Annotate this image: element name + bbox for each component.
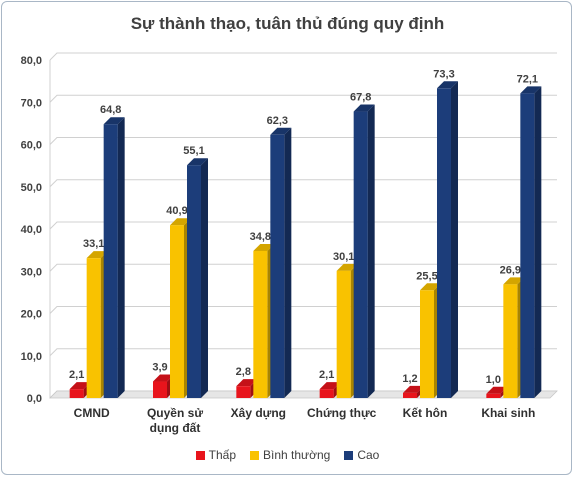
data-label: 72,1 xyxy=(517,73,538,85)
y-tick-label: 60,0 xyxy=(21,140,42,152)
data-label: 2,1 xyxy=(319,369,334,381)
bar xyxy=(86,258,101,398)
bar xyxy=(336,270,351,398)
bar-top xyxy=(187,158,208,166)
bar-side xyxy=(284,127,292,398)
data-label: 3,9 xyxy=(152,362,167,374)
bar-top xyxy=(153,374,174,382)
bar xyxy=(353,111,368,399)
gridline xyxy=(49,348,557,357)
y-tick-label: 80,0 xyxy=(21,55,42,67)
data-label: 55,1 xyxy=(183,145,204,157)
x-category-label: CMND xyxy=(74,406,110,420)
bar-top xyxy=(520,86,542,94)
data-label: 1,0 xyxy=(486,374,501,386)
bar-side xyxy=(201,158,208,398)
x-category-label: Quyền sử dụng đất xyxy=(147,406,203,435)
bar-top xyxy=(69,382,91,390)
gridline xyxy=(49,137,557,145)
bar xyxy=(520,93,535,398)
bar-side xyxy=(367,104,375,399)
bar xyxy=(486,393,501,398)
bar-top xyxy=(486,386,508,394)
gridline xyxy=(49,306,557,314)
bar xyxy=(187,165,201,398)
y-tick-label: 30,0 xyxy=(21,266,42,278)
gridline xyxy=(49,52,557,61)
x-category-label: Xây dựng xyxy=(231,406,286,420)
gridline xyxy=(49,179,557,188)
bar xyxy=(253,250,268,398)
bar xyxy=(319,389,334,398)
data-label: 2,1 xyxy=(69,369,84,381)
bar-top xyxy=(420,283,441,291)
y-tick-label: 20,0 xyxy=(21,309,42,321)
bar xyxy=(420,290,434,398)
bar-top xyxy=(503,277,525,285)
data-label: 40,9 xyxy=(166,205,187,217)
x-category-label: Kết hôn xyxy=(403,406,448,420)
bar-top xyxy=(437,81,458,89)
bar xyxy=(403,392,417,398)
legend-swatch-thap xyxy=(195,450,205,460)
data-label: 26,9 xyxy=(500,264,521,276)
bar-top xyxy=(170,218,191,226)
bar xyxy=(103,124,118,398)
data-label: 2,8 xyxy=(236,366,251,378)
bar-top xyxy=(86,251,108,259)
data-label: 34,8 xyxy=(250,231,271,243)
legend-item-binh-thuong: Bình thường xyxy=(250,448,330,462)
data-label: 30,1 xyxy=(333,251,354,263)
bar-side xyxy=(451,81,458,399)
legend-label-thap: Thấp xyxy=(208,448,237,462)
bar-side xyxy=(117,117,125,398)
bar-top xyxy=(253,243,275,251)
bar-top xyxy=(336,263,358,271)
legend-item-cao: Cao xyxy=(344,448,379,462)
bar-side xyxy=(534,86,542,398)
y-tick-label: 0,0 xyxy=(27,393,42,405)
legend-label-cao: Cao xyxy=(357,448,380,462)
bar-top xyxy=(353,104,375,112)
bar-top xyxy=(270,127,292,135)
bar xyxy=(236,386,251,398)
data-label: 64,8 xyxy=(100,104,121,116)
bar xyxy=(270,134,285,398)
gridline xyxy=(49,221,557,230)
data-label: 73,3 xyxy=(433,68,454,80)
chart-title: Sự thành thạo, tuân thủ đúng quy định xyxy=(130,14,445,33)
bar xyxy=(503,284,518,398)
bar-top xyxy=(236,379,258,387)
legend-label-binh-thuong: Bình thường xyxy=(263,448,331,462)
y-tick-label: 40,0 xyxy=(21,224,42,236)
bar-top xyxy=(319,382,341,390)
chart-legend: Thấp Bình thường Cao xyxy=(0,448,575,462)
y-tick-label: 10,0 xyxy=(21,351,42,363)
bar-top xyxy=(103,117,125,125)
bar xyxy=(69,389,84,398)
legend-swatch-binh-thuong xyxy=(250,450,260,460)
data-label: 33,1 xyxy=(83,238,104,250)
legend-swatch-cao xyxy=(344,450,354,460)
y-tick-label: 70,0 xyxy=(21,97,42,109)
data-label: 67,8 xyxy=(350,92,371,104)
bar xyxy=(153,381,167,398)
bar xyxy=(170,225,184,398)
bar-top xyxy=(403,385,424,393)
plot-floor xyxy=(49,390,558,399)
x-category-label: Khai sinh xyxy=(481,406,535,420)
x-category-label: Chứng thực xyxy=(307,406,377,420)
gridline xyxy=(49,263,557,272)
gridline xyxy=(49,94,557,103)
y-tick-label: 50,0 xyxy=(21,182,42,194)
data-label: 25,5 xyxy=(416,270,437,282)
data-label: 62,3 xyxy=(267,115,288,127)
data-label: 1,2 xyxy=(402,373,417,385)
bar xyxy=(437,88,451,399)
legend-item-thap: Thấp xyxy=(195,448,237,462)
